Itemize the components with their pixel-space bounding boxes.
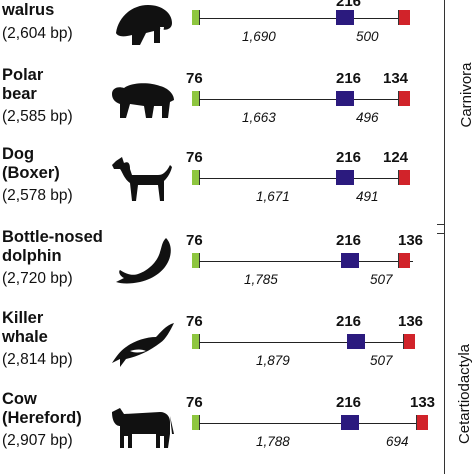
gene-line [199,261,413,263]
intron1-length: 1,785 [244,272,278,287]
exon1-box [192,10,200,25]
gene-line [199,178,399,180]
intron1-length: 1,788 [256,434,290,449]
intron2-length: 507 [370,353,393,368]
exon1-length: 76 [186,394,203,411]
cetartiodactyla-bracket [444,224,445,474]
exon3-box [398,253,410,268]
exon3-length: 133 [410,394,436,411]
exon3-length: 124 [383,149,409,166]
intron2-length: 491 [356,189,379,204]
exon3-box [398,170,410,185]
exon1-length: 76 [186,149,203,166]
exon1-box [192,253,200,268]
dolphin-silhouette-icon [110,236,176,286]
gene-length: (2,578 bp) [2,187,73,204]
exon1-box [192,334,200,349]
killer-whale-silhouette-icon [110,319,176,369]
exon2-box [341,415,359,430]
gene-line [199,99,399,101]
species-name: Polar bear [2,66,44,103]
species-name: Dog (Boxer) [2,145,60,182]
exon2-box [347,334,365,349]
species-name: walrus [2,1,55,19]
gene-length: (2,907 bp) [2,432,73,449]
exon1-length: 76 [186,232,203,249]
intron2-length: 500 [356,29,379,44]
exon1-length: 76 [186,70,203,87]
intron1-length: 1,671 [256,189,290,204]
exon2-box [341,253,359,268]
species-row-dolphin: Bottle-nosed dolphin (2,720 bp) 76 216 1… [0,228,474,306]
species-name: Bottle-nosed dolphin [2,228,103,265]
exon1-box [192,91,200,106]
intron2-length: 496 [356,110,379,125]
cetartiodactyla-bracket-tick [437,224,444,226]
intron1-length: 1,663 [242,110,276,125]
intron2-length: 507 [370,272,393,287]
gene-line [199,18,399,20]
exon2-box [336,91,354,106]
exon2-length: 216 [336,394,362,411]
walrus-silhouette-icon [110,0,176,49]
gene-line [199,423,427,425]
species-row-dog: Dog (Boxer) (2,578 bp) 76 216 124 1,671 … [0,145,474,223]
gene-length: (2,720 bp) [2,270,73,287]
exon1-box [192,415,200,430]
exon3-box [398,10,410,25]
carnivora-bracket [444,0,445,234]
exon3-box [403,334,415,349]
group-label-cetartiodactyla: Cetartiodactyla [456,343,473,445]
polar-bear-silhouette-icon [110,74,176,124]
exon2-box [336,10,354,25]
species-row-polar-bear: Polar bear (2,585 bp) 76 216 134 1,663 4… [0,66,474,144]
gene-length: (2,585 bp) [2,108,73,125]
gene-line [199,342,413,344]
gene-length: (2,604 bp) [2,25,73,42]
exon3-box [416,415,428,430]
gene-length: (2,814 bp) [2,351,73,368]
exon2-length: 216 [336,70,362,87]
exon3-box [398,91,410,106]
species-row-walrus: walrus (2,604 bp) 216 1,690 500 [0,0,474,77]
exon3-length: 134 [383,70,409,87]
cow-silhouette-icon [110,404,176,454]
dog-silhouette-icon [110,155,176,205]
species-row-killer-whale: Killer whale (2,814 bp) 76 216 136 1,879… [0,309,474,387]
intron2-length: 694 [386,434,409,449]
species-row-cow: Cow (Hereford) (2,907 bp) 76 216 133 1,7… [0,390,474,468]
exon2-box [336,170,354,185]
exon2-length: 216 [336,149,362,166]
exon2-length: 216 [336,313,362,330]
species-name: Killer whale [2,309,48,346]
exon3-length: 136 [398,232,424,249]
intron1-length: 1,879 [256,353,290,368]
exon3-length: 136 [398,313,424,330]
intron1-length: 1,690 [242,29,276,44]
exon2-length: 216 [336,0,362,10]
carnivora-bracket-tick [437,233,444,235]
group-label-carnivora: Carnivora [458,62,474,128]
exon1-box [192,170,200,185]
exon2-length: 216 [336,232,362,249]
species-name: Cow (Hereford) [2,390,82,427]
exon1-length: 76 [186,313,203,330]
